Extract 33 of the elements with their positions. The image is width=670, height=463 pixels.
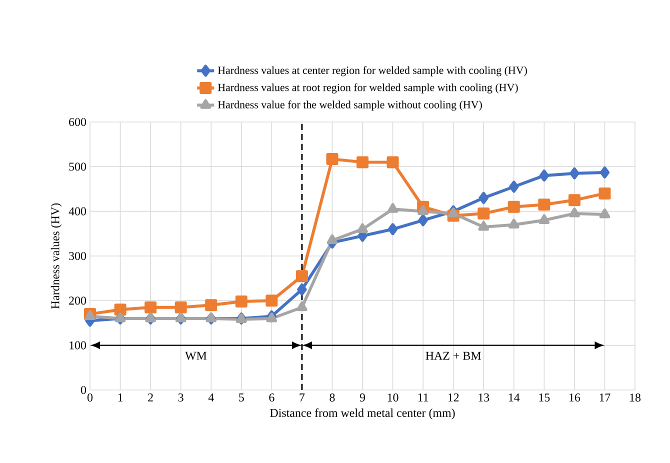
x-tick-label: 17 (600, 394, 610, 402)
x-tick-label: 8 (330, 394, 335, 402)
x-tick-label: 3 (178, 394, 184, 402)
x-tick-label: 13 (478, 394, 490, 402)
x-tick-label: 9 (360, 394, 366, 402)
x-tick-label: 4 (208, 394, 214, 402)
y-tick-label: 300 (69, 252, 86, 260)
x-tick-label: 5 (239, 394, 244, 402)
legend-label: Hardness values at root region for welded sample with cooling (HV) (218, 83, 518, 94)
annotation: WM (185, 352, 207, 360)
x-tick-label: 7 (300, 394, 305, 402)
x-axis-title: Distance from weld metal center (mm) (270, 408, 455, 420)
y-tick-label: 400 (68, 207, 86, 216)
x-tick-label: 6 (269, 394, 274, 402)
x-tick-label: 14 (508, 394, 520, 402)
y-tick-label: 200 (69, 296, 86, 305)
x-tick-label: 10 (388, 394, 398, 402)
x-tick-label: 0 (87, 394, 93, 402)
y-tick-label: 0 (80, 386, 86, 394)
x-tick-label: 2 (148, 394, 153, 402)
y-tick-label: 600 (69, 118, 86, 126)
legend-label: Hardness values at center region for welded sample with cooling (HV) (218, 66, 527, 76)
x-tick-label: 1 (118, 394, 123, 402)
x-tick-label: 12 (448, 394, 459, 402)
legend-label: Hardness value for the welded sample without cooling (HV) (218, 100, 482, 111)
y-tick-label: 500 (69, 162, 86, 171)
y-axis-title: Hardness values (HV) (50, 203, 62, 309)
x-tick-label: 16 (570, 394, 580, 402)
x-tick-label: 15 (539, 394, 550, 402)
x-tick-label: 11 (418, 394, 428, 402)
annotation: HAZ + BM (426, 352, 481, 360)
x-tick-label: 18 (630, 394, 641, 402)
y-tick-label: 100 (70, 341, 86, 350)
